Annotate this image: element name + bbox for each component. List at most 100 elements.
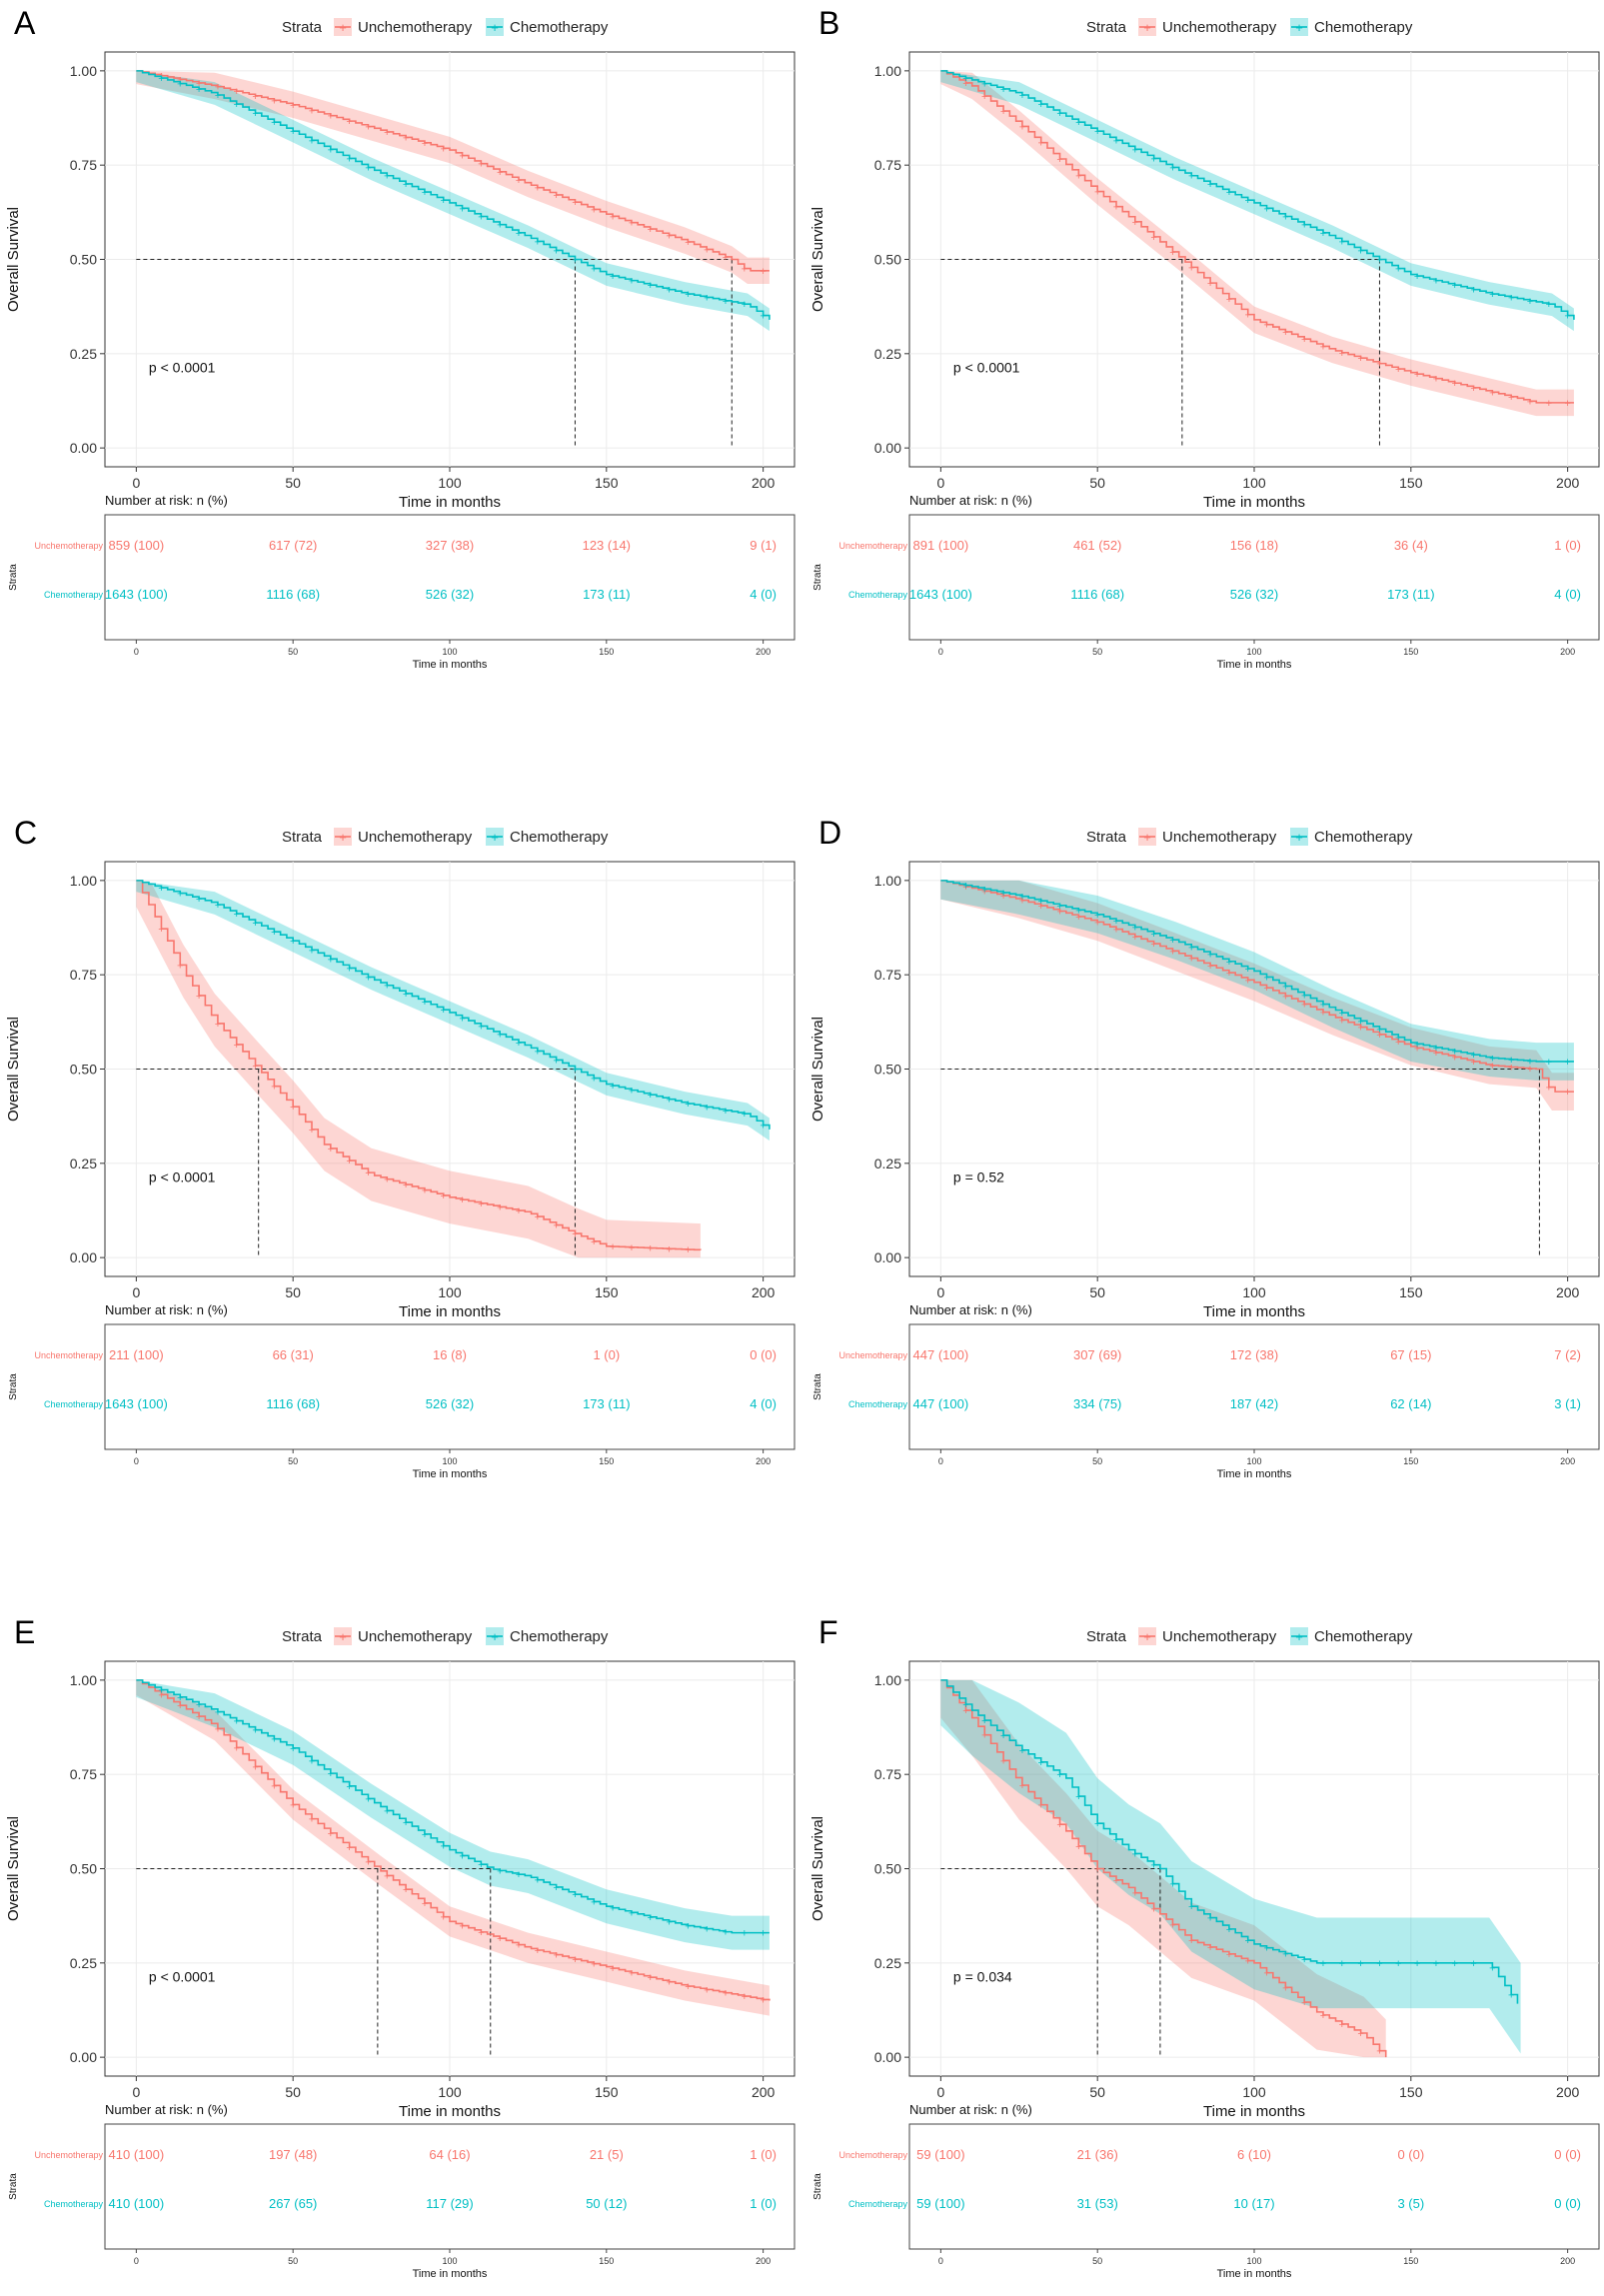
censor-mark: + — [1226, 1924, 1232, 1936]
censor-mark: + — [1395, 1033, 1401, 1045]
risk-cell: 21 (36) — [1077, 2147, 1118, 2162]
censor-mark: + — [962, 882, 968, 894]
legend-title: Strata — [282, 19, 323, 36]
risk-table: Number at risk: n (%) Unchemotherapy 211 (… — [8, 1302, 796, 1480]
risk-y-axis-title: Strata — [8, 1373, 19, 1400]
survival-curve-chemotherapy — [940, 1679, 1519, 2004]
risk-row-label: Chemotherapy — [848, 590, 908, 600]
risk-cell: 617 (72) — [269, 538, 317, 553]
risk-frame — [908, 2123, 1600, 2250]
censor-mark: + — [1207, 1913, 1213, 1925]
censor-mark: + — [422, 997, 428, 1009]
censor-mark: + — [328, 111, 334, 123]
y-tick-label: 0.50 — [70, 1861, 97, 1877]
y-tick-label: 0.50 — [70, 1062, 97, 1078]
censor-mark: + — [1245, 1956, 1251, 1968]
x-tick-label: 50 — [1089, 475, 1105, 491]
x-tick-label: 200 — [1556, 475, 1580, 491]
censor-mark: + — [1207, 1942, 1213, 1954]
risk-x-tick-label: 150 — [599, 647, 614, 657]
x-tick-label: 100 — [438, 1284, 462, 1300]
risk-y-axis-title: Strata — [812, 2173, 823, 2200]
censor-mark: + — [1452, 378, 1458, 390]
censor-mark: + — [1282, 982, 1288, 994]
legend-marker: + — [1295, 20, 1303, 35]
censor-mark: + — [648, 224, 654, 236]
censor-mark: + — [1094, 1864, 1100, 1876]
censor-mark: + — [158, 73, 164, 85]
ci-band-chemotherapy — [136, 880, 770, 1142]
risk-x-tick-label: 100 — [442, 647, 457, 657]
censor-mark: + — [610, 1963, 616, 1975]
censor-mark: + — [1452, 280, 1458, 292]
censor-marks: + + + + + + + + + + + + + + + + + + + + + + + + + + + + + + + + + — [962, 78, 1571, 410]
x-tick-label: 100 — [1242, 475, 1266, 491]
censor-mark: + — [1038, 1800, 1044, 1812]
censor-mark: + — [1038, 901, 1044, 913]
risk-cell: 16 (8) — [433, 1347, 467, 1362]
censor-mark: + — [1395, 1958, 1401, 1970]
censor-mark: + — [1263, 203, 1269, 215]
censor-mark: + — [215, 1723, 221, 1735]
x-tick-label: 200 — [752, 2084, 776, 2100]
risk-x-tick-label: 150 — [1403, 647, 1418, 657]
censor-mark: + — [365, 122, 371, 134]
panel-B: B Strata + Unchemotherapy + Chemotherapy+++++… — [809, 5, 1600, 671]
risk-cell: 64 (16) — [429, 2147, 470, 2162]
censor-mark: + — [1489, 1061, 1495, 1073]
censor-mark: + — [1094, 126, 1100, 138]
x-tick-label: 0 — [132, 475, 140, 491]
censor-mark: + — [1094, 917, 1100, 929]
censor-mark: + — [215, 90, 221, 102]
risk-frame — [908, 1323, 1600, 1450]
survival-curve-chemotherapy — [940, 70, 1575, 320]
survival-curve-unchemotherapy — [940, 1679, 1387, 2058]
risk-row-label: Chemotherapy — [44, 1399, 104, 1409]
censor-mark: + — [290, 1743, 296, 1755]
legend-label: Unchemotherapy — [358, 1628, 473, 1645]
censor-mark: + — [346, 1155, 352, 1167]
y-tick-label: 0.25 — [874, 346, 901, 362]
censor-mark: + — [1414, 1039, 1420, 1051]
censor-mark: + — [1320, 228, 1326, 240]
censor-mark: + — [666, 1977, 672, 1989]
censor-mark: + — [962, 1705, 968, 1717]
censor-mark: + — [591, 1896, 597, 1908]
risk-frame — [104, 514, 796, 641]
censor-mark: + — [403, 1884, 409, 1896]
risk-x-tick-label: 100 — [1246, 1456, 1261, 1466]
censor-mark: + — [384, 1174, 390, 1186]
risk-row-label: Chemotherapy — [44, 590, 104, 600]
survival-curve-unchemotherapy — [940, 70, 1574, 404]
panel-letter: F — [818, 1614, 838, 1650]
censor-mark: + — [1094, 910, 1100, 922]
risk-cell: 62 (14) — [1390, 1396, 1431, 1411]
censor-mark: + — [1245, 964, 1251, 976]
risk-row-label: Chemotherapy — [848, 1399, 908, 1409]
risk-cell: 66 (31) — [273, 1347, 314, 1362]
median-lines — [136, 1868, 492, 2058]
censor-mark: + — [1414, 369, 1420, 381]
censor-mark: + — [177, 1700, 183, 1712]
censor-mark: + — [346, 1781, 352, 1793]
censor-mark: + — [1546, 299, 1552, 311]
censor-mark: + — [1075, 117, 1081, 129]
censor-mark: + — [478, 1859, 484, 1871]
censor-mark: + — [1150, 232, 1156, 244]
censor-mark: + — [629, 1086, 635, 1098]
risk-x-tick-label: 200 — [1560, 647, 1575, 657]
legend-label: Chemotherapy — [510, 19, 609, 36]
legend-label: Unchemotherapy — [358, 829, 473, 846]
y-tick-label: 0.75 — [874, 967, 901, 983]
censor-mark: + — [1357, 2028, 1363, 2040]
risk-cell: 410 (100) — [109, 2147, 165, 2162]
panel-letter: D — [818, 815, 841, 851]
censor-mark: + — [760, 1994, 766, 2006]
legend: Strata + Unchemotherapy + Chemotherapy — [282, 1627, 609, 1645]
risk-cell: 1116 (68) — [1070, 587, 1124, 602]
censor-mark: + — [1169, 1919, 1175, 1931]
censor-mark: + — [1320, 341, 1326, 353]
p-value: p < 0.0001 — [149, 360, 216, 376]
censor-mark: + — [328, 1828, 334, 1840]
y-tick-label: 0.00 — [874, 440, 901, 456]
